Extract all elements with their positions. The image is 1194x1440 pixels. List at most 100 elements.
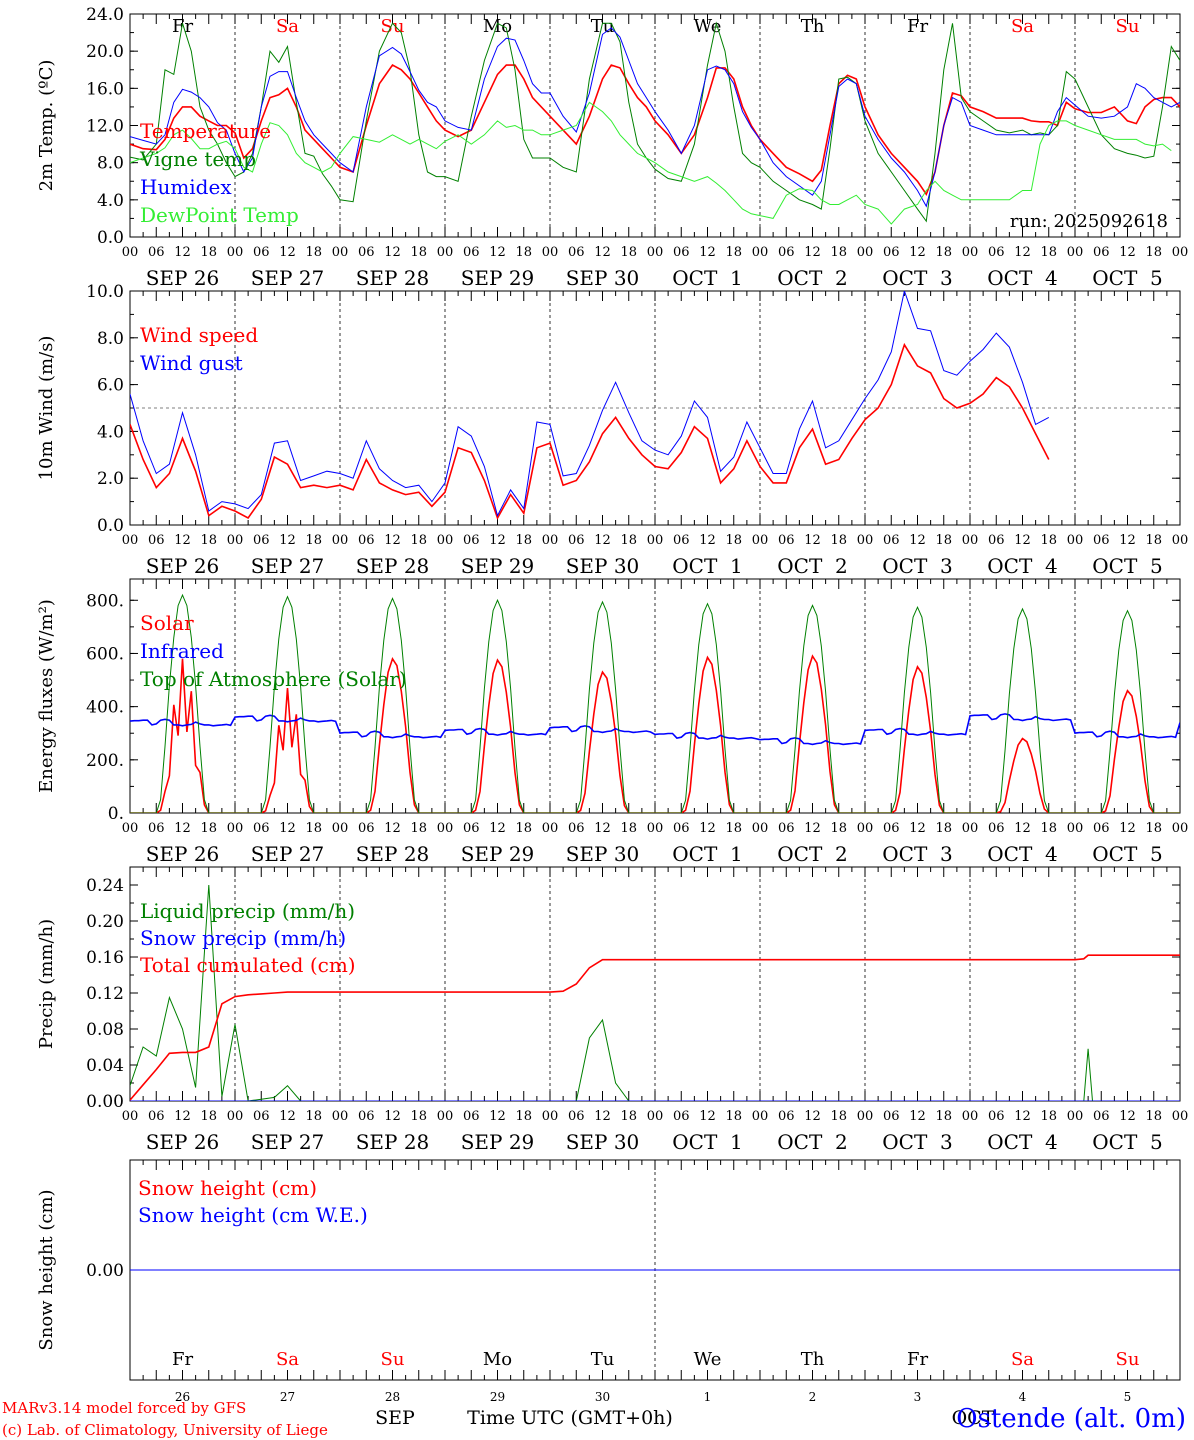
month-label-oct: OCT [952,1407,995,1429]
hour-tick-label: 06 [778,821,795,836]
hour-tick-label: 00 [437,821,454,836]
y-tick-label: 0.12 [86,984,124,1004]
hour-tick-label: 06 [463,821,480,836]
hour-tick-label: 18 [935,1109,952,1124]
y-axis-label: Precip (mm/h) [36,919,57,1049]
hour-tick-label: 18 [725,1109,742,1124]
hour-tick-label: 00 [752,245,769,260]
hour-tick-label: 18 [305,1109,322,1124]
y-tick-label: 4.0 [97,191,124,211]
hour-tick-label: 12 [1119,533,1136,548]
y-tick-label: 20.0 [86,42,124,62]
hour-tick-label: 18 [935,821,952,836]
y-tick-label: 8.0 [97,154,124,174]
hour-tick-label: 06 [358,533,375,548]
y-tick-label: 10.0 [86,282,124,302]
hour-tick-label: 06 [1093,1109,1110,1124]
hour-tick-label: 12 [174,821,191,836]
series-line-liquid-precip-mm-h- [130,884,1180,1101]
hour-tick-label: 00 [857,1109,874,1124]
panel-precip: 0.00 0.04 0.08 0.12 0.16 0.20 0.24 Precip (mm/h… [36,866,1188,1154]
day-name-label: Su [1116,16,1140,37]
hour-tick-label: 12 [909,1109,926,1124]
hour-tick-label: 06 [568,245,585,260]
hour-tick-label: 06 [463,1109,480,1124]
hour-tick-label: 00 [752,821,769,836]
date-label: SEP 30 [566,1130,640,1154]
date-label: OCT 5 [1092,842,1162,866]
hour-tick-label: 00 [1172,245,1189,260]
legend-entry: Liquid precip (mm/h) [140,899,355,923]
hour-tick-label: 06 [148,1109,165,1124]
day-name-label: Sa [276,16,299,37]
day-name-label: Sa [1011,1349,1034,1370]
legend-entry: Temperature [140,119,271,143]
day-number-label: 3 [914,1390,922,1404]
hour-tick-label: 18 [515,245,532,260]
hour-tick-label: 06 [253,821,270,836]
hour-tick-label: 12 [279,245,296,260]
hour-tick-label: 12 [1119,821,1136,836]
hour-tick-label: 12 [1014,245,1031,260]
hour-tick-label: 06 [1093,533,1110,548]
hour-tick-label: 06 [988,1109,1005,1124]
hour-tick-label: 06 [253,533,270,548]
hour-tick-label: 00 [437,1109,454,1124]
hour-tick-label: 06 [1093,821,1110,836]
hour-tick-label: 18 [1145,533,1162,548]
hour-tick-label: 12 [489,245,506,260]
date-label: OCT 1 [672,842,742,866]
hour-tick-label: 18 [200,245,217,260]
hour-tick-label: 18 [1145,245,1162,260]
hour-tick-label: 00 [962,533,979,548]
hour-tick-label: 00 [647,1109,664,1124]
y-axis-label: 2m Temp. (ºC) [36,60,57,192]
hour-tick-label: 12 [909,533,926,548]
y-tick-label: 0.0 [97,516,124,536]
date-label: SEP 30 [566,554,640,578]
hour-tick-label: 00 [122,821,139,836]
y-tick-label: 800. [86,591,124,611]
hour-tick-label: 12 [699,245,716,260]
y-tick-label: 4.0 [97,422,124,442]
series-line-dewpoint-temp [130,101,1172,225]
hour-tick-label: 18 [410,245,427,260]
hour-tick-label: 12 [489,533,506,548]
hour-tick-label: 12 [699,533,716,548]
hour-tick-label: 00 [542,821,559,836]
hour-tick-label: 06 [358,1109,375,1124]
day-name-label: Fr [907,1349,928,1370]
legend-entry: Snow precip (mm/h) [140,926,346,950]
series-line-wind-speed [130,342,1050,520]
hour-tick-label: 18 [620,1109,637,1124]
hour-tick-label: 00 [857,245,874,260]
hour-tick-label: 18 [1145,821,1162,836]
date-label: SEP 29 [461,1130,535,1154]
y-tick-label: 0.20 [86,912,124,932]
hour-tick-label: 18 [725,821,742,836]
time-axis-label: Time UTC (GMT+0h) [467,1407,673,1429]
hour-tick-label: 12 [279,533,296,548]
hour-tick-label: 18 [1040,821,1057,836]
hour-tick-label: 00 [962,245,979,260]
date-label: OCT 1 [672,266,742,290]
hour-tick-label: 18 [410,1109,427,1124]
legend-entry: DewPoint Temp [140,203,299,227]
y-tick-label: 0.0 [97,228,124,248]
day-name-label: Su [381,16,405,37]
legend-entry: Snow height (cm) [138,1176,317,1200]
hour-tick-label: 00 [332,821,349,836]
date-label: SEP 30 [566,842,640,866]
hour-tick-label: 06 [988,245,1005,260]
day-number-label: 26 [175,1390,190,1404]
y-tick-label: 8.0 [97,329,124,349]
day-number-label: 28 [385,1390,400,1404]
hour-tick-label: 00 [122,1109,139,1124]
hour-tick-label: 06 [253,1109,270,1124]
hour-tick-label: 06 [568,821,585,836]
hour-tick-label: 06 [778,533,795,548]
hour-tick-label: 18 [410,533,427,548]
hour-tick-label: 12 [909,821,926,836]
hour-tick-label: 18 [1040,1109,1057,1124]
date-label: OCT 2 [777,266,847,290]
